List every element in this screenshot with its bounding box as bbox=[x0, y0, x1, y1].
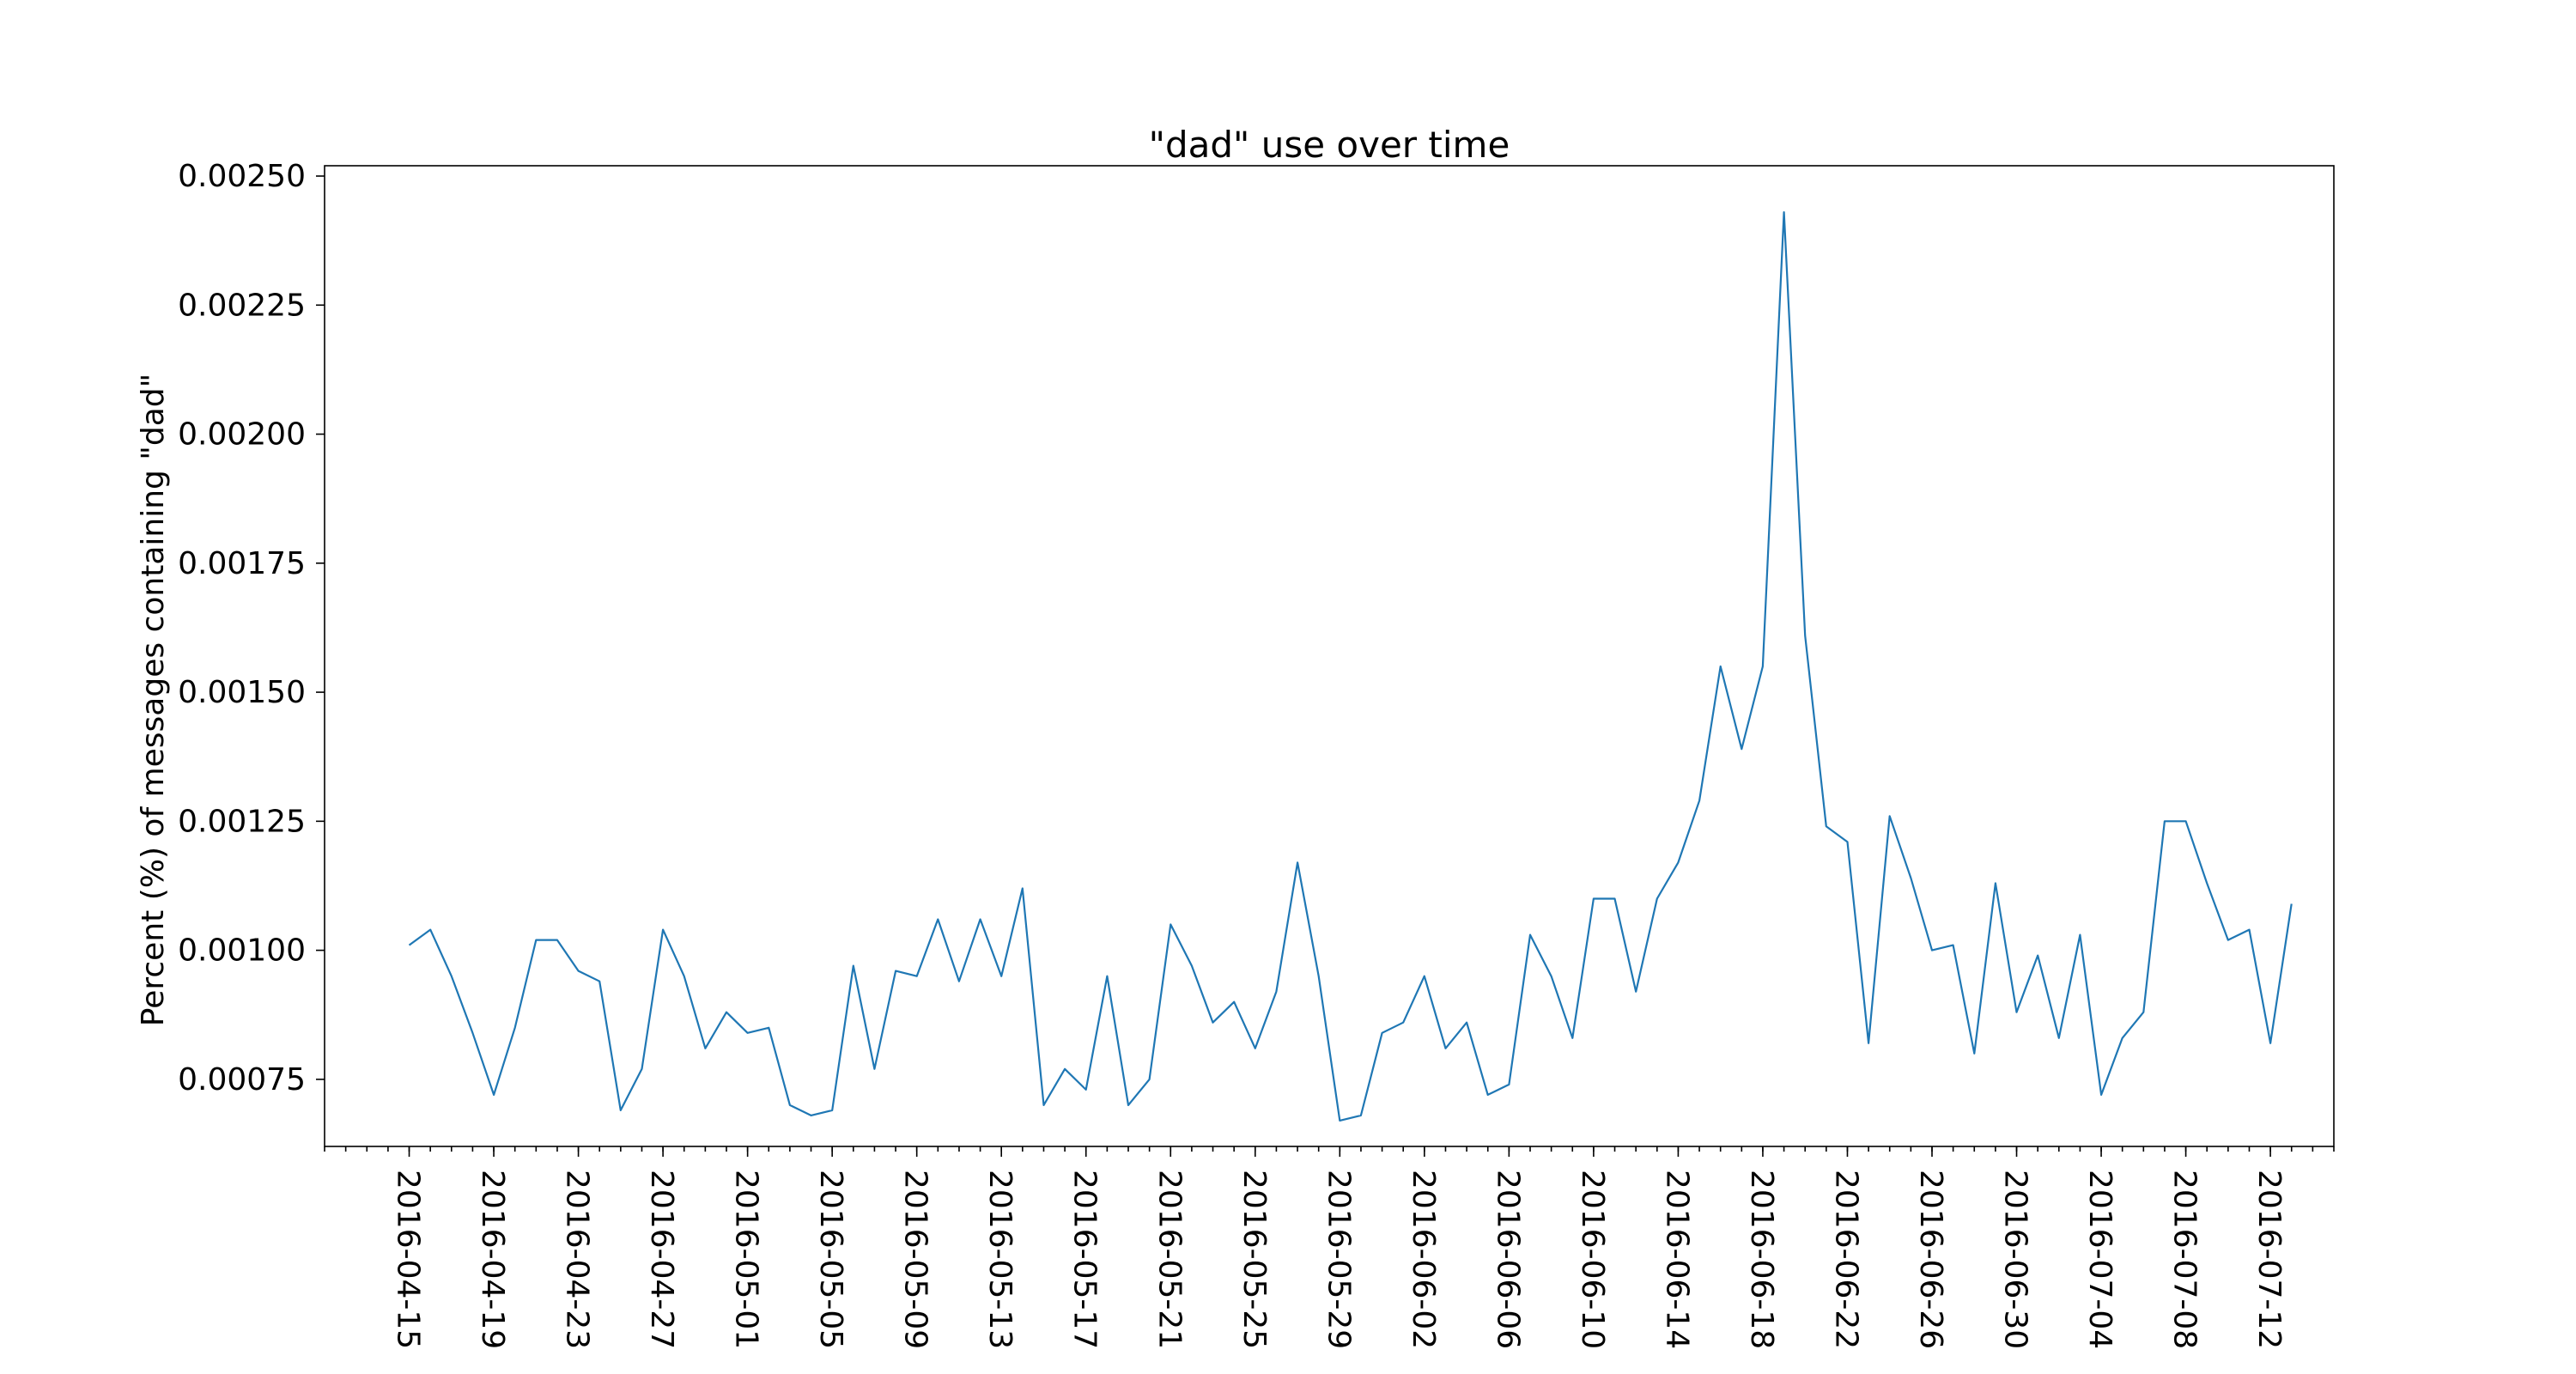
x-tick-label: 2016-07-08 bbox=[2167, 1170, 2202, 1349]
chart-title: "dad" use over time bbox=[1149, 124, 1510, 166]
x-tick-label: 2016-06-26 bbox=[1913, 1170, 1948, 1349]
x-tick-label: 2016-05-13 bbox=[982, 1170, 1018, 1349]
x-tick-label: 2016-06-22 bbox=[1828, 1170, 1863, 1349]
x-tick-label: 2016-05-01 bbox=[729, 1170, 764, 1349]
x-tick-label: 2016-06-10 bbox=[1575, 1170, 1610, 1349]
x-tick-label: 2016-05-21 bbox=[1151, 1170, 1187, 1349]
x-tick-label: 2016-06-18 bbox=[1744, 1170, 1779, 1349]
y-axis-label: Percent (%) of messages containing "dad" bbox=[136, 374, 171, 1026]
plot-area bbox=[408, 211, 2293, 1122]
x-tick-label: 2016-05-09 bbox=[898, 1170, 933, 1349]
y-tick-label: 0.00175 bbox=[178, 546, 306, 581]
y-tick-label: 0.00150 bbox=[178, 675, 306, 710]
x-tick-label: 2016-07-04 bbox=[2082, 1170, 2117, 1349]
x-tick-label: 2016-04-15 bbox=[391, 1170, 426, 1349]
y-tick-label: 0.00125 bbox=[178, 804, 306, 839]
x-tick-label: 2016-06-02 bbox=[1406, 1170, 1441, 1349]
y-tick-label: 0.00250 bbox=[178, 159, 306, 194]
y-tick-label: 0.00100 bbox=[178, 933, 306, 969]
x-tick-label: 2016-04-27 bbox=[644, 1170, 679, 1349]
x-tick-label: 2016-07-12 bbox=[2251, 1170, 2287, 1349]
x-tick-label: 2016-06-14 bbox=[1659, 1170, 1694, 1349]
series-line bbox=[408, 211, 2293, 1122]
x-tick-label: 2016-05-29 bbox=[1321, 1170, 1356, 1349]
x-tick-label: 2016-04-23 bbox=[560, 1170, 595, 1349]
y-tick-label: 0.00225 bbox=[178, 288, 306, 323]
x-tick-label: 2016-05-05 bbox=[813, 1170, 848, 1349]
x-tick-label: 2016-04-19 bbox=[475, 1170, 510, 1349]
y-tick-label: 0.00200 bbox=[178, 417, 306, 453]
x-tick-label: 2016-05-17 bbox=[1067, 1170, 1103, 1349]
x-tick-label: 2016-06-30 bbox=[1998, 1170, 2033, 1349]
x-tick-label: 2016-05-25 bbox=[1236, 1170, 1272, 1349]
y-axis: 0.00075 0.00100 0.00125 0.00150 0.00175 0.002… bbox=[178, 159, 325, 1097]
x-tick-label: 2016-06-06 bbox=[1490, 1170, 1525, 1349]
y-tick-label: 0.00075 bbox=[178, 1062, 306, 1097]
x-axis: 2016-04-15 2016-04-19 2016-04-23 2016-04-27… bbox=[324, 1146, 2335, 1349]
plot-frame bbox=[324, 165, 2335, 1147]
